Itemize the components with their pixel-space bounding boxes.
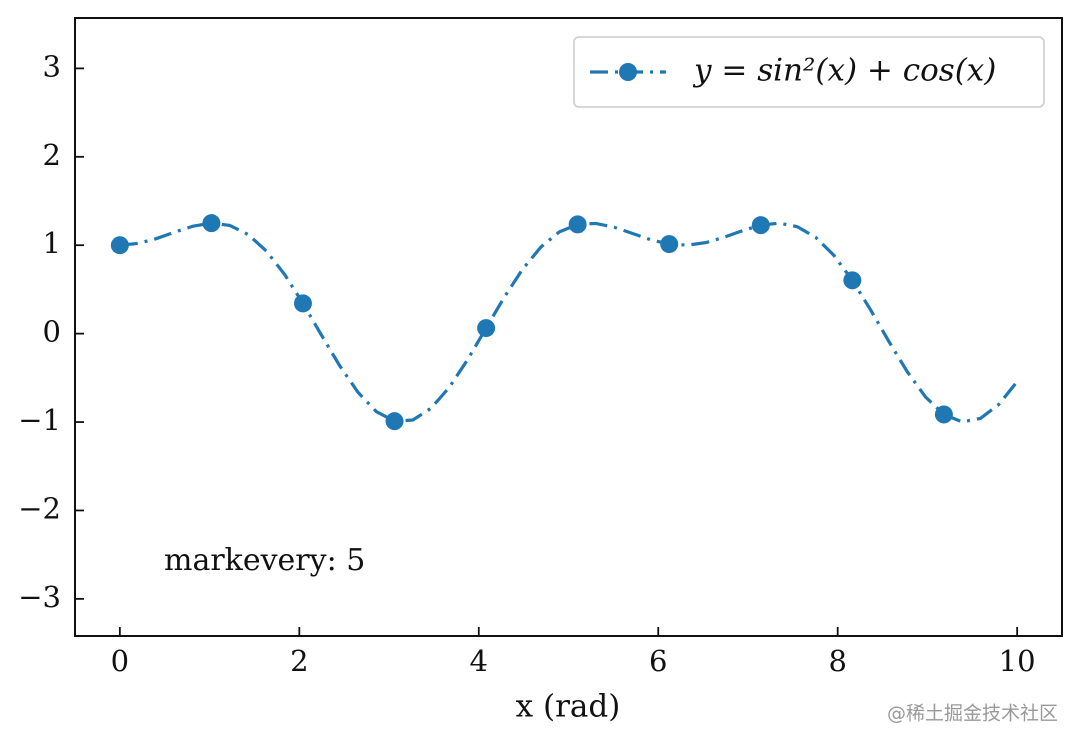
x-tick-label: 8 — [828, 644, 846, 678]
x-axis-label: x (rad) — [516, 689, 621, 725]
x-tick-label: 6 — [649, 644, 667, 678]
marker — [110, 236, 129, 255]
y-tick-label: −2 — [18, 491, 61, 525]
x-tick-label: 2 — [290, 644, 308, 678]
y-tick-label: 0 — [43, 315, 61, 349]
x-tick-label: 4 — [470, 644, 488, 678]
marker — [751, 216, 770, 235]
series-line — [119, 221, 1019, 424]
legend-marker — [619, 63, 637, 81]
y-tick-label: −1 — [18, 403, 61, 437]
marker — [477, 319, 496, 338]
y-tick-label: 2 — [43, 138, 61, 172]
marker — [293, 294, 312, 313]
y-tick-label: 3 — [43, 49, 61, 83]
marker — [934, 405, 953, 424]
marker — [660, 235, 679, 254]
x-tick-label: 10 — [999, 644, 1036, 678]
plot-frame — [74, 17, 1063, 637]
marker — [843, 271, 862, 290]
y-tick-label: −3 — [18, 580, 61, 614]
watermark: @稀土掘金技术社区 — [887, 703, 1058, 725]
legend-box — [573, 36, 1045, 108]
annotation: markevery: 5 — [164, 543, 365, 578]
legend-label: y = sin²(x) + cos(x) — [692, 53, 996, 89]
y-tick-label: 1 — [43, 226, 61, 260]
marker — [202, 214, 221, 233]
marker — [568, 215, 587, 234]
x-tick-label: 0 — [111, 644, 129, 678]
marker — [385, 412, 404, 431]
